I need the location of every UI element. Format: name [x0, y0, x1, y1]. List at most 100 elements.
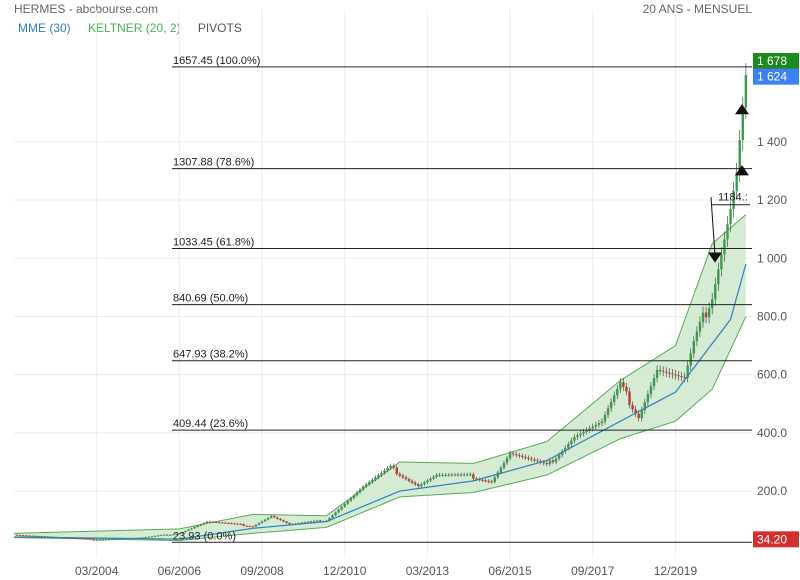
keltner-lower-line	[14, 316, 747, 542]
fibonacci-label: 23.93 (0.0%)	[173, 530, 236, 542]
candle-body	[25, 535, 28, 537]
candle-body	[695, 331, 699, 342]
candle-body	[263, 519, 267, 522]
candle-body	[248, 526, 251, 528]
candle-body	[435, 474, 438, 477]
arrow-down-marker	[708, 252, 722, 263]
candle-body	[113, 538, 117, 540]
candle-body	[714, 284, 717, 300]
candle-body	[591, 426, 594, 429]
candle-body	[303, 522, 307, 524]
candle-body	[680, 376, 683, 378]
candle-body	[576, 435, 579, 438]
candle-body	[426, 480, 429, 483]
candle-body	[141, 537, 144, 539]
candle-body	[74, 537, 77, 539]
candle-body	[116, 538, 120, 540]
y-tick-label: 1 000	[757, 251, 787, 265]
candle-body	[655, 369, 659, 379]
candle-body	[224, 522, 227, 524]
keltner-band	[14, 214, 746, 541]
candle-body	[438, 474, 441, 476]
candle-body	[386, 468, 389, 471]
candle-body	[616, 388, 619, 396]
x-tick-label: 06/2015	[488, 564, 532, 578]
candle-body	[554, 458, 558, 463]
candle-body	[609, 401, 613, 409]
candle-body	[637, 413, 640, 419]
candle-body	[683, 377, 686, 379]
candle-body	[579, 433, 582, 436]
candle-body	[432, 476, 435, 479]
candle-body	[83, 538, 86, 540]
candle-body	[536, 460, 539, 462]
candle-body	[309, 521, 313, 523]
candle-body	[211, 521, 215, 523]
candle-body	[184, 530, 187, 533]
candle-body	[585, 430, 588, 432]
candle-body	[508, 453, 512, 459]
candle-body	[337, 509, 340, 513]
candle-body	[533, 459, 536, 461]
candle-body	[162, 534, 166, 536]
candle-body	[490, 481, 493, 483]
candle-body	[266, 517, 270, 520]
candle-body	[548, 460, 552, 465]
candle-body	[178, 533, 181, 535]
candle-body	[285, 521, 288, 523]
candle-body	[524, 456, 527, 458]
candle-body	[545, 463, 549, 465]
candle-body	[153, 535, 157, 537]
x-tick-label: 12/2010	[323, 564, 367, 578]
candle-body	[306, 521, 310, 523]
candle-body	[331, 515, 334, 519]
candle-body	[208, 521, 212, 523]
candle-body	[368, 481, 371, 485]
candle-body	[242, 524, 245, 526]
candle-body	[487, 480, 490, 482]
candle-body	[710, 299, 714, 309]
candle-body	[364, 484, 368, 487]
candle-body	[98, 539, 101, 541]
candle-body	[156, 535, 160, 537]
candle-body	[606, 408, 610, 415]
candle-body	[101, 539, 105, 541]
candle-body	[343, 503, 346, 507]
candle-body	[560, 451, 564, 455]
y-tick-label: 600.0	[757, 368, 787, 382]
candle-body	[723, 239, 726, 255]
candle-body	[511, 453, 515, 455]
pivot-label: 1184.:	[718, 192, 748, 204]
candle-body	[40, 536, 43, 538]
arrow-up-marker	[735, 165, 749, 176]
candle-body	[622, 382, 625, 387]
candle-body	[564, 447, 567, 452]
candle-body	[383, 470, 386, 473]
candle-body	[429, 478, 432, 481]
candle-body	[230, 523, 233, 525]
legend-keltner[interactable]: KELTNER (20, 2)	[88, 21, 181, 35]
candle-body	[279, 518, 282, 521]
candle-body	[190, 528, 193, 530]
candle-body	[717, 269, 720, 285]
candle-body	[441, 474, 444, 476]
candle-body	[395, 467, 398, 474]
candle-body	[625, 386, 628, 392]
candle-body	[573, 437, 576, 441]
candle-body	[202, 522, 206, 525]
candle-body	[236, 523, 239, 525]
legend-mme[interactable]: MME (30)	[18, 21, 71, 35]
candle-body	[254, 524, 258, 527]
candle-body	[150, 536, 154, 538]
price-badge-label: 1 624	[757, 70, 787, 84]
candle-body	[594, 424, 598, 427]
candle-body	[260, 521, 264, 524]
candle-body	[227, 522, 230, 524]
candle-body	[726, 224, 729, 240]
candle-body	[472, 474, 475, 479]
candle-body	[674, 374, 677, 376]
candle-body	[315, 520, 319, 522]
legend-pivots[interactable]: PIVOTS	[197, 21, 242, 35]
candle-body	[107, 539, 111, 541]
